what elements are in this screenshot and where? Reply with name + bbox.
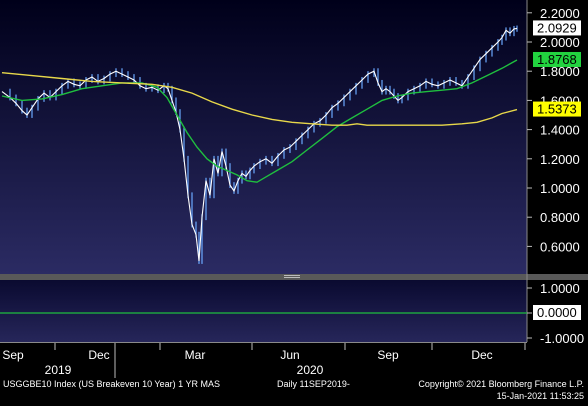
x-tick-label: Dec — [88, 348, 109, 362]
x-tick-label: Sep — [2, 348, 24, 362]
long-ma-line — [1, 72, 518, 126]
long-ma-value-box-label: 1.5373 — [537, 102, 577, 117]
footer-copyright: Copyright© 2021 Bloomberg Finance L.P. — [418, 379, 584, 389]
sub-y-tick-label: -1.0000 — [540, 331, 584, 346]
x-tick-label: Sep — [377, 348, 399, 362]
y-tick-label: 1.0000 — [540, 181, 580, 196]
sub-value-box — [533, 305, 581, 320]
sub-value-label: 0.0000 — [537, 305, 577, 320]
x-tick-label: Jun — [280, 348, 299, 362]
short-ma-value-box-label: 1.8768 — [537, 52, 577, 67]
short-ma-value-box — [533, 51, 581, 67]
x-year-label: 2020 — [297, 363, 324, 377]
footer-range-label: Daily 11SEP2019- — [277, 379, 350, 389]
footer-timestamp: 15-Jan-2021 11:53:25 — [496, 391, 584, 401]
main-plot-area — [0, 0, 527, 274]
price-last-value-box-label: 2.0929 — [537, 20, 577, 35]
footer-row: USGGBE10 Index (US Breakeven 10 Year) 1 … — [0, 379, 588, 393]
price-last-value-box — [533, 20, 581, 36]
x-tick-label: Dec — [471, 348, 492, 362]
sub-plot-area — [0, 280, 527, 342]
y-tick-label: 1.2000 — [540, 152, 580, 167]
footer-row-2: 15-Jan-2021 11:53:25 — [0, 391, 588, 405]
y-tick-label: 1.4000 — [540, 123, 580, 138]
y-tick-label: 2.2000 — [540, 6, 580, 21]
price-line — [1, 27, 518, 262]
y-tick-label: 1.8000 — [540, 64, 580, 79]
x-year-label: 2019 — [45, 363, 72, 377]
y-tick-label: 0.6000 — [540, 239, 580, 254]
divider-grip-bottom — [284, 277, 300, 278]
y-tick-label: 0.8000 — [540, 210, 580, 225]
divider-grip-top — [284, 275, 300, 276]
y-tick-label: 2.0000 — [540, 35, 580, 50]
x-tick-label: Mar — [185, 348, 206, 362]
sub-y-tick-label: 1.0000 — [540, 281, 580, 296]
long-ma-value-box — [533, 101, 581, 117]
footer-index-label: USGGBE10 Index (US Breakeven 10 Year) 1 … — [3, 379, 220, 389]
